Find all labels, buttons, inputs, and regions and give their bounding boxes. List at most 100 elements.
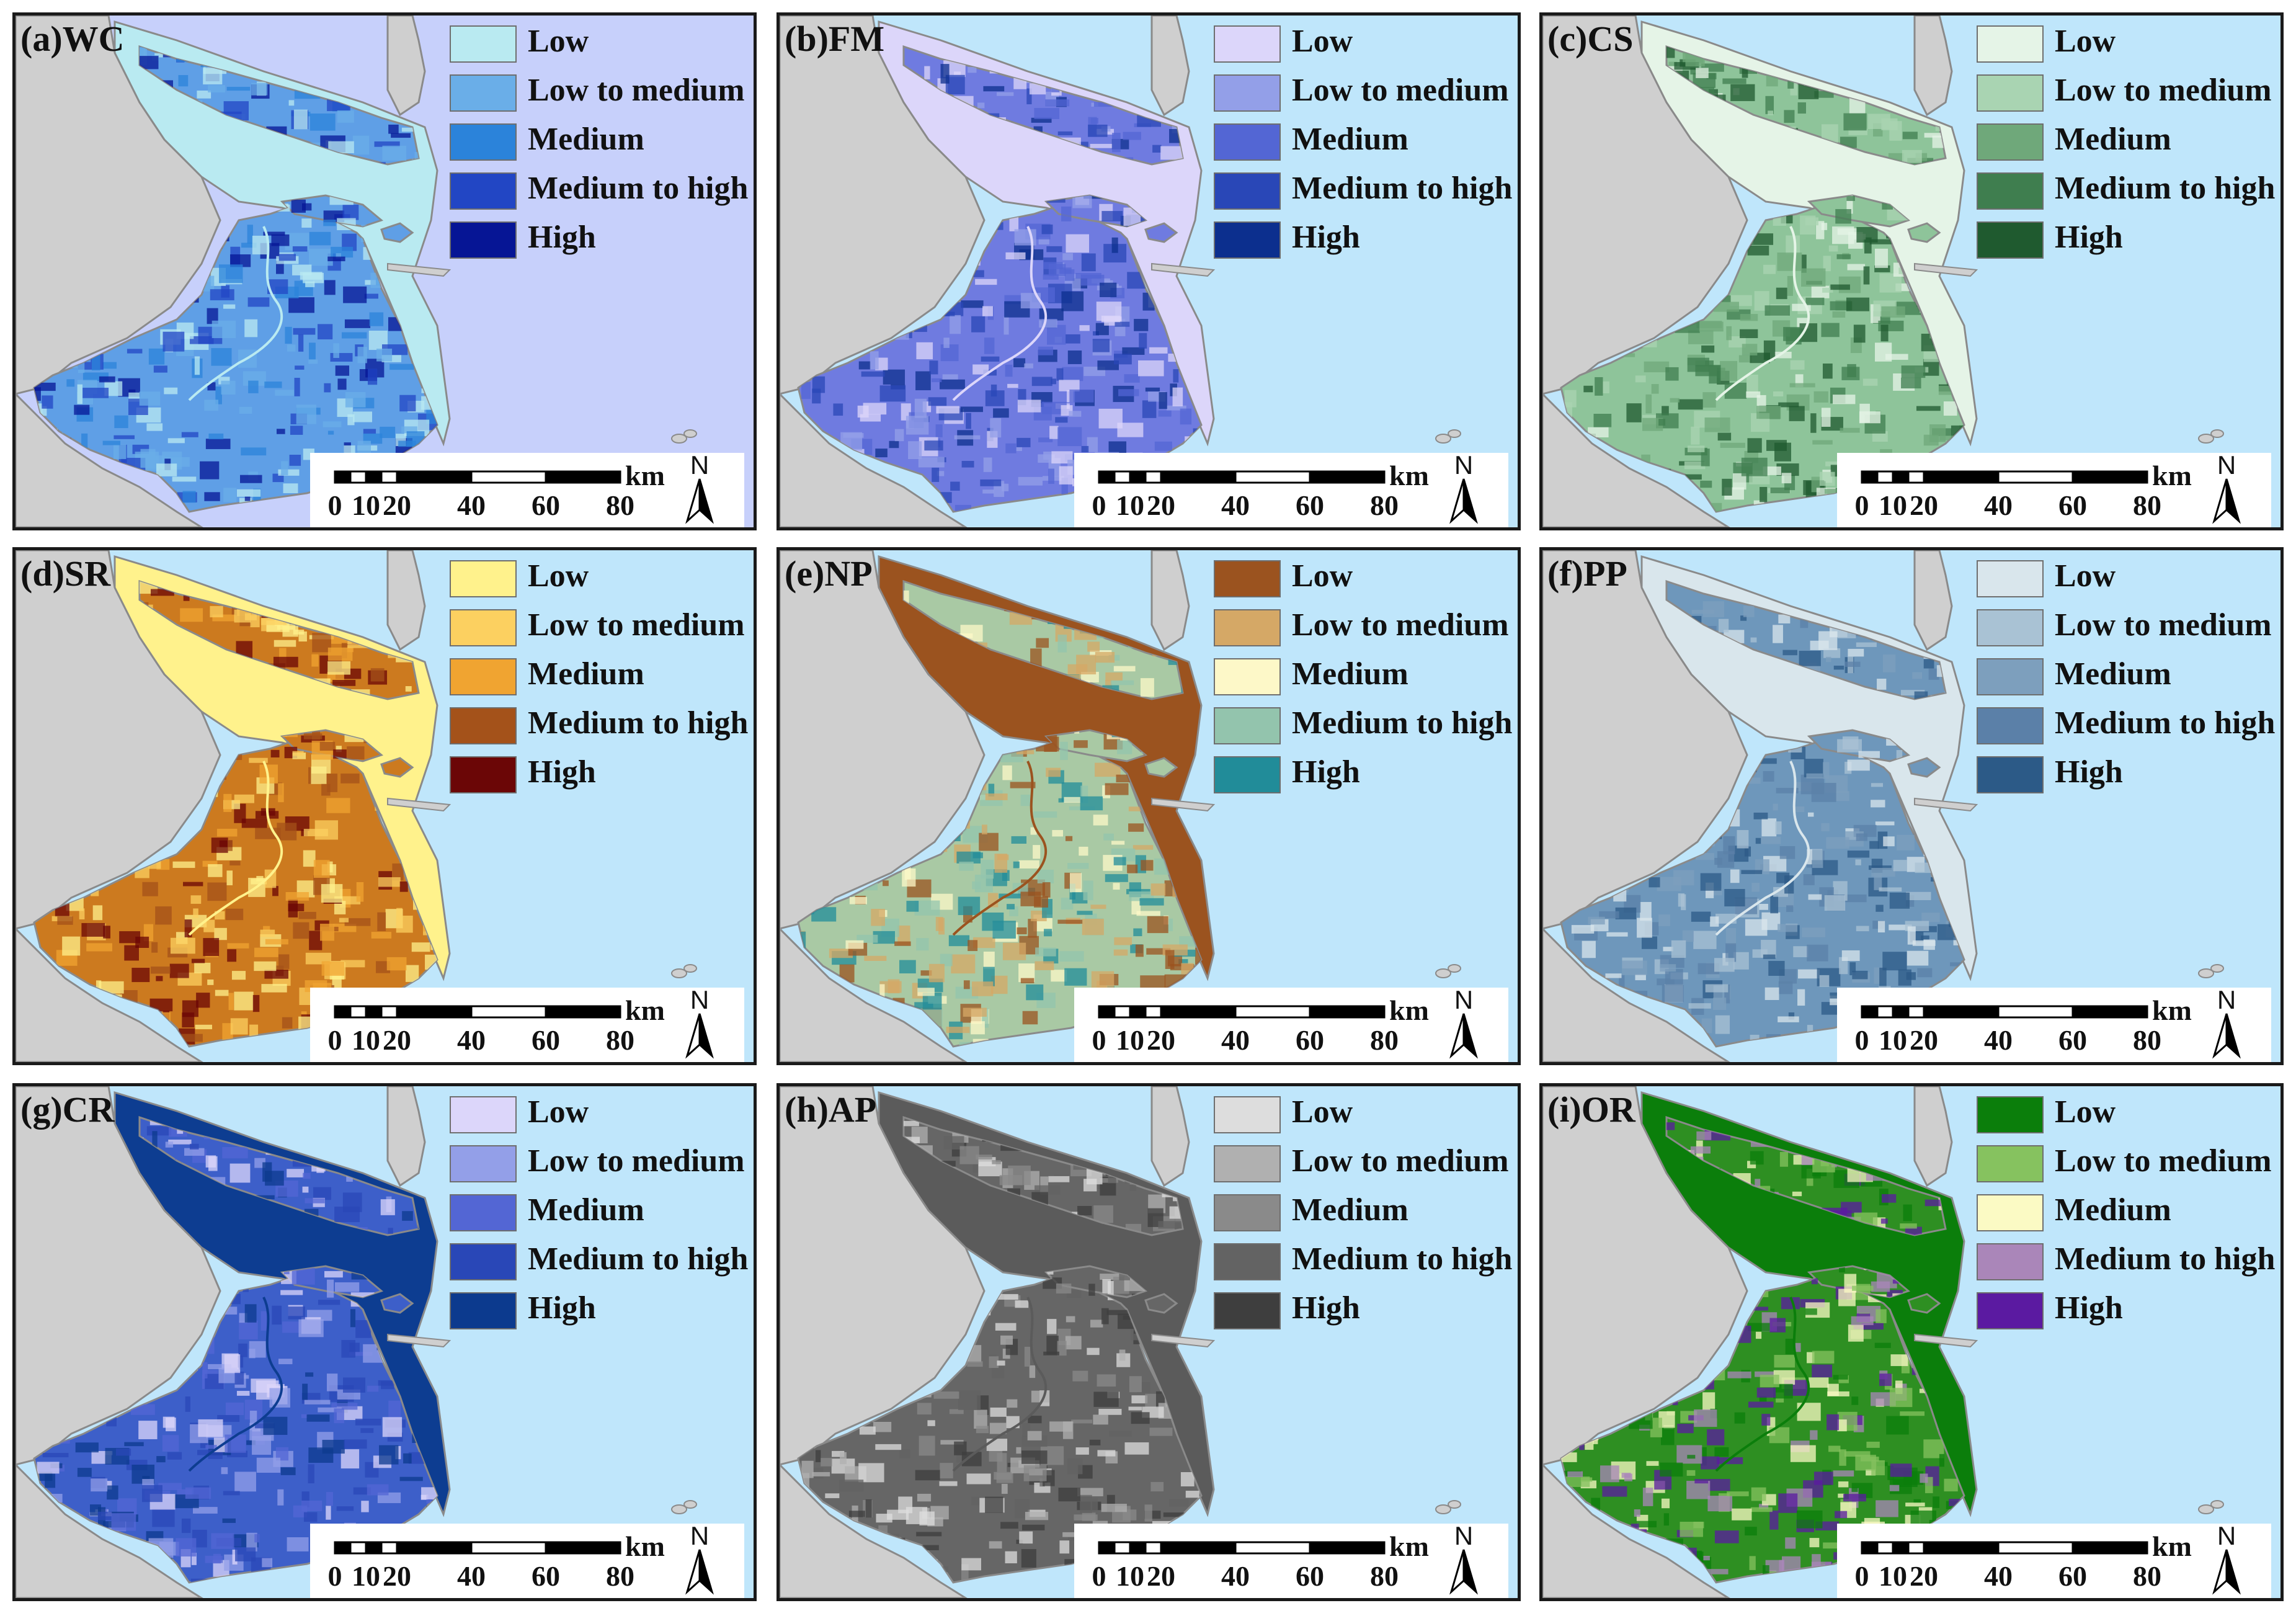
legend-swatch [1977,560,2044,597]
pier [387,1333,452,1348]
scale-segment [1923,1541,2000,1555]
scale-segment [545,1541,621,1555]
legend-swatch [1977,1145,2044,1182]
legend-swatch [1214,756,1281,793]
scale-bar-background [1074,1524,1508,1598]
legend-label: Medium [2055,656,2171,692]
scale-tick-label: 10 [1879,1024,1907,1056]
scale-segment [2071,1005,2148,1019]
north-arrow-icon [698,1013,714,1059]
islet [683,429,697,438]
legend-swatch [450,560,517,597]
legend-swatch [1977,123,2044,161]
scale-tick-label: 80 [606,489,634,521]
scale-segment [545,470,621,484]
pier [387,262,452,277]
pier [1914,797,1978,812]
scale-tick-label: 20 [1147,1560,1175,1592]
scale-segment [1234,470,1311,484]
neighbor-land [1542,1463,1730,1598]
legend-swatch [450,172,517,210]
neighbor-land [780,927,968,1062]
scale-tick-label: 20 [1910,489,1938,521]
scale-segment [365,470,383,484]
scale-segment [1892,1005,1910,1019]
legend-label: High [528,220,596,255]
scale-tick-label: 40 [1221,1560,1250,1592]
scale-segment [365,1541,383,1555]
legend-swatch [1977,25,2044,63]
pier [387,797,452,812]
scale-segment [365,1005,383,1019]
scale-segment [1160,470,1237,484]
scale-tick-label: 10 [1879,1560,1907,1592]
study-area [380,1293,414,1314]
neighbor-land [16,927,203,1062]
scale-tick-label: 80 [1370,489,1399,521]
study-area [1907,757,1941,778]
scale-unit: km [625,994,665,1026]
scale-segment [1861,470,1879,484]
legend-label: Low to medium [2055,1143,2272,1179]
scale-tick-label: 10 [1116,1024,1144,1056]
scale-segment [1129,470,1147,484]
north-label: N [690,988,709,1014]
legend-label: Medium [528,122,644,157]
legend-label: High [2055,1290,2123,1326]
legend-label: Medium [528,1192,644,1228]
scale-segment [470,1541,547,1555]
islet [2198,968,2214,978]
north-arrow-icon [2225,1013,2241,1059]
legend-swatch [1214,560,1281,597]
north-arrow-icon [2225,1549,2241,1595]
map-panel: (d)SR Low Low to medium Medium Medium to hig… [12,547,757,1065]
map-canvas [1542,1086,2280,1598]
legend-label: Medium to high [2055,1241,2276,1277]
huangpu-river [188,1297,283,1472]
north-arrow-icon [2225,478,2241,524]
legend-label: Low [1292,1094,1353,1130]
scale-segment [334,1005,352,1019]
islet [683,1500,697,1509]
legend-swatch [1214,172,1281,210]
legend-label: High [2055,754,2123,790]
legend-swatch [1977,1243,2044,1280]
scale-segment [1160,1541,1237,1555]
legend-label: Low [528,558,589,594]
neighbor-land [386,550,426,651]
pier [1914,262,1978,277]
scale-tick-label: 0 [328,489,342,521]
scale-bar-background [1837,988,2271,1062]
scale-segment [349,1541,367,1555]
neighbor-land [780,392,968,527]
legend-swatch [450,1145,517,1182]
study-area [1144,757,1178,778]
scale-segment [349,1005,367,1019]
map-canvas [1542,16,2280,527]
map-canvas [780,16,1518,527]
pier [1151,797,1216,812]
legend-label: Medium [1292,656,1408,692]
islet [2198,434,2214,444]
legend-label: High [1292,754,1360,790]
scale-tick-label: 0 [328,1024,342,1056]
legend-label: Low to medium [1292,73,1509,108]
scale-tick-label: 20 [383,489,411,521]
north-label: N [1454,453,1473,480]
scale-segment [1907,470,1925,484]
islet [2210,1500,2224,1509]
scale-tick-label: 80 [2133,1560,2161,1592]
legend-label: Low [2055,558,2116,594]
scale-segment [1113,1541,1131,1555]
scale-segment [1923,1005,2000,1019]
north-arrow-icon [698,478,714,524]
legend-label: High [1292,1290,1360,1326]
scale-tick-label: 80 [1370,1560,1399,1592]
legend-swatch [1214,1194,1281,1231]
huangpu-river [952,1297,1048,1472]
islet [1435,434,1451,444]
legend-swatch [1977,756,2044,793]
